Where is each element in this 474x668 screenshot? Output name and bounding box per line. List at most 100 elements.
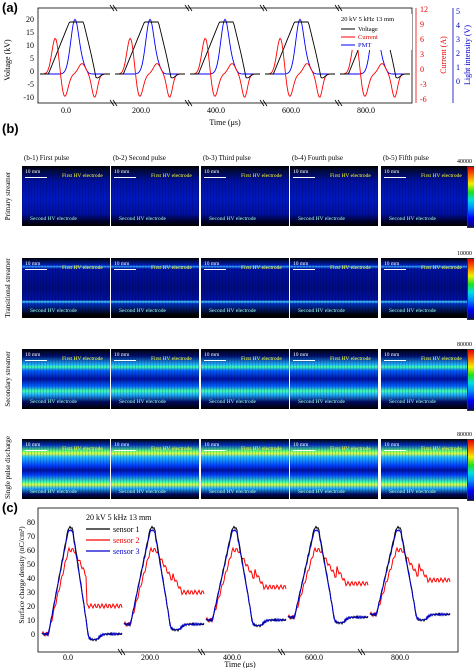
row-label: Primary streamer <box>4 171 12 221</box>
panel-c-xlabel: Time (μs) <box>224 660 256 668</box>
sensor3-trace <box>205 528 287 627</box>
scale-bar <box>384 177 406 178</box>
sensor1-trace <box>205 525 287 628</box>
scale-bar <box>204 360 226 361</box>
second-electrode-label: Second HV electrode <box>209 399 256 405</box>
scale-text: 10 mm <box>204 169 220 175</box>
first-electrode-label: First HV electrode <box>151 446 192 452</box>
column-title: (b-1) First pulse <box>24 154 70 162</box>
scale-text: 10 mm <box>204 442 220 448</box>
column-title: (b-2) Second pulse <box>113 154 166 162</box>
row-label: Single pulse discharge <box>4 436 12 499</box>
svg-text:9: 9 <box>420 20 424 29</box>
panel-c-chart: Surface charge density (nC/cm²) 0 10 20 … <box>17 507 459 668</box>
svg-text:20: 20 <box>27 602 35 611</box>
second-electrode-label: Second HV electrode <box>298 308 345 314</box>
legend-sensor3: sensor 3 <box>113 547 139 556</box>
svg-text:5: 5 <box>456 7 460 16</box>
panel-c-curves <box>41 525 451 642</box>
tick-left-0: -10 <box>23 93 34 102</box>
first-electrode-label: First HV electrode <box>421 356 462 362</box>
scale-bar <box>25 177 47 178</box>
first-electrode-label: First HV electrode <box>62 265 103 271</box>
colorbar-max: 10000 <box>457 251 472 257</box>
svg-text:1: 1 <box>456 63 460 72</box>
panel-c-frame <box>37 507 459 653</box>
streamer-image: 10 mm First HV electrode Second HV elect… <box>290 439 378 499</box>
tick-left-1: -5 <box>27 80 34 89</box>
streamer-image: 10 mm First HV electrode Second HV elect… <box>111 439 199 499</box>
tick-left-5: 15 <box>26 28 34 37</box>
second-electrode-label: Second HV electrode <box>209 216 256 222</box>
panel-a-legend: 20 kV 5 kHz 13 mm Voltage Current PMT <box>338 14 412 50</box>
svg-text:0: 0 <box>420 65 424 74</box>
tick-left-6: 20 <box>26 15 34 24</box>
column-title: (b-4) Fourth pulse <box>292 154 343 162</box>
legend-sensor2: sensor 2 <box>113 536 139 545</box>
first-electrode-label: First HV electrode <box>151 356 192 362</box>
sensor1-trace <box>287 525 369 625</box>
panel-c-breaks <box>117 648 366 656</box>
svg-text:200.0: 200.0 <box>141 653 159 662</box>
streamer-image: 10 mm First HV electrode Second HV elect… <box>381 439 469 499</box>
scale-bar <box>384 450 406 451</box>
pmt-trace <box>40 18 110 75</box>
first-electrode-label: First HV electrode <box>330 265 371 271</box>
scale-text: 10 mm <box>293 261 309 267</box>
scale-text: 10 mm <box>384 352 400 358</box>
streamer-image: 10 mm First HV electrode Second HV elect… <box>201 166 289 226</box>
second-electrode-label: Second HV electrode <box>389 308 436 314</box>
panel-a-chart: Voltage (kV) -10 -5 0 5 10 15 20 0.0 20 0… <box>3 4 472 127</box>
tick-x-3: 600.0 <box>282 106 300 115</box>
scale-bar <box>293 269 315 270</box>
streamer-image: 10 mm First HV electrode Second HV elect… <box>22 166 110 226</box>
scale-bar <box>384 269 406 270</box>
panel-a-xlabel: Time (μs) <box>209 118 241 127</box>
second-electrode-label: Second HV electrode <box>30 308 77 314</box>
colorbar-max: 80000 <box>457 342 472 348</box>
scale-text: 10 mm <box>25 442 41 448</box>
svg-text:0.0: 0.0 <box>63 653 73 662</box>
streamer-image: 10 mm First HV electrode Second HV elect… <box>201 258 289 318</box>
sensor2-trace <box>287 546 369 621</box>
current-trace <box>40 37 110 98</box>
svg-text:3: 3 <box>456 35 460 44</box>
colorbar <box>467 258 474 320</box>
legend-voltage: Voltage <box>358 26 378 33</box>
tick-left-3: 5 <box>30 54 34 63</box>
voltage-trace <box>190 21 260 79</box>
first-electrode-label: First HV electrode <box>241 265 282 271</box>
first-electrode-label: First HV electrode <box>330 356 371 362</box>
legend-pmt: PMT <box>358 42 371 49</box>
second-electrode-label: Second HV electrode <box>209 489 256 495</box>
svg-text:4: 4 <box>456 21 460 30</box>
sensor1-trace <box>369 525 451 623</box>
legend-current: Current <box>358 34 378 41</box>
scale-text: 10 mm <box>204 261 220 267</box>
streamer-image: 10 mm First HV electrode Second HV elect… <box>111 349 199 409</box>
first-electrode-label: First HV electrode <box>151 265 192 271</box>
svg-text:-3: -3 <box>420 80 427 89</box>
row-label: Transitional streamer <box>4 258 12 318</box>
scale-bar <box>204 269 226 270</box>
scale-text: 10 mm <box>25 169 41 175</box>
tick-x-0: 0.0 <box>61 106 71 115</box>
scale-text: 10 mm <box>384 169 400 175</box>
sensor2-trace <box>205 546 287 623</box>
svg-text:40: 40 <box>27 574 35 583</box>
panel-a-ylabel-left: Voltage (kV) <box>3 39 12 81</box>
panel-a-ylabel-right: Light intensity (V) <box>463 25 472 85</box>
sensor3-trace <box>287 528 369 624</box>
colorbar-max: 40000 <box>457 159 472 165</box>
scale-bar <box>293 360 315 361</box>
scale-bar <box>293 450 315 451</box>
scale-bar <box>25 450 47 451</box>
panel-a-left-ticks: -10 -5 0 5 10 15 20 <box>23 15 34 102</box>
pmt-trace <box>265 18 335 75</box>
streamer-image: 10 mm First HV electrode Second HV elect… <box>290 258 378 318</box>
scale-bar <box>204 450 226 451</box>
current-trace <box>115 37 185 98</box>
legend-c-title: 20 kV 5 kHz 13 mm <box>86 513 152 522</box>
second-electrode-label: Second HV electrode <box>30 216 77 222</box>
current-trace <box>340 37 410 98</box>
